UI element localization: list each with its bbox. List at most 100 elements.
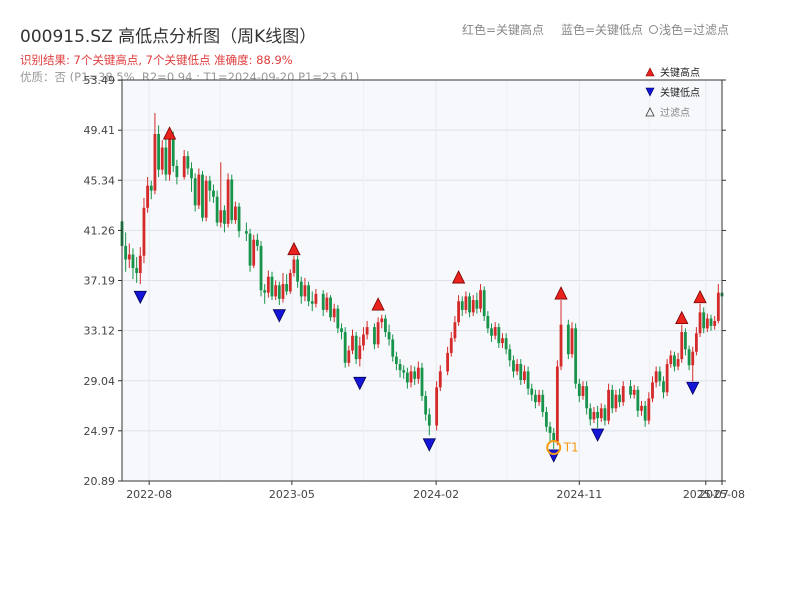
candle-body xyxy=(274,285,278,297)
candle-body xyxy=(457,301,460,323)
candle-body xyxy=(329,297,332,318)
candle-body xyxy=(475,300,479,309)
key-high-marker xyxy=(451,270,466,284)
candle xyxy=(391,334,395,362)
candle xyxy=(438,365,442,392)
candle xyxy=(449,332,453,357)
candle xyxy=(629,380,632,399)
candle-body xyxy=(351,335,354,351)
candle-body xyxy=(142,207,146,256)
candle-body xyxy=(570,328,574,355)
key-low-marker xyxy=(353,376,367,391)
candle-body xyxy=(640,405,643,411)
candle xyxy=(310,291,314,312)
candle xyxy=(673,351,676,372)
candle xyxy=(127,243,131,269)
legend-high-icon xyxy=(645,67,655,77)
candle-body xyxy=(168,136,171,175)
candle-body xyxy=(285,284,289,292)
candle-body xyxy=(336,308,340,329)
candle-body xyxy=(296,259,300,282)
candle xyxy=(405,367,409,389)
candle xyxy=(402,365,406,379)
candle xyxy=(544,407,548,432)
candle-body xyxy=(636,389,640,411)
key-high-marker xyxy=(554,286,568,300)
y-tick-label: 45.34 xyxy=(84,174,116,187)
candle-body xyxy=(643,405,647,421)
candle xyxy=(566,319,570,360)
candle xyxy=(592,407,596,424)
candle xyxy=(464,291,468,314)
candle-body xyxy=(537,394,541,403)
candle xyxy=(621,381,625,406)
candle-body xyxy=(230,179,234,221)
candle xyxy=(281,272,285,303)
candle xyxy=(201,170,204,222)
candle xyxy=(618,388,621,408)
candle xyxy=(292,255,296,277)
candle-body xyxy=(544,411,548,427)
candle-body xyxy=(618,394,621,403)
candle xyxy=(643,400,647,427)
y-tick-label: 41.26 xyxy=(84,224,116,237)
candle xyxy=(277,281,281,305)
candle-body xyxy=(541,394,545,412)
candle-body xyxy=(559,324,563,367)
candle-body xyxy=(449,338,453,353)
candle xyxy=(182,149,186,180)
candle xyxy=(124,232,128,272)
candle xyxy=(384,314,387,337)
candle-body xyxy=(307,285,310,302)
candle-body xyxy=(153,133,157,191)
candle xyxy=(142,197,146,264)
candle xyxy=(534,389,537,409)
x-tick-label: 2023-05 xyxy=(269,488,315,501)
candle-body xyxy=(157,133,160,170)
candle-body xyxy=(171,136,175,166)
candle-body xyxy=(292,259,296,273)
candle-body xyxy=(197,174,201,206)
candle xyxy=(303,277,307,302)
candle-body xyxy=(698,312,702,334)
candle xyxy=(530,383,534,401)
candle-body xyxy=(691,351,695,366)
candle-body xyxy=(555,366,559,442)
candle xyxy=(504,333,508,355)
candle xyxy=(164,136,168,181)
candle-body xyxy=(244,231,248,234)
candle-body xyxy=(512,360,515,372)
key-high-marker xyxy=(287,241,301,256)
candle xyxy=(413,366,417,385)
candle xyxy=(665,359,669,397)
x-tick-label: 2025-08 xyxy=(699,488,745,501)
candle xyxy=(687,345,691,371)
candle-body xyxy=(534,394,537,403)
candle-body xyxy=(684,332,687,350)
candle-body xyxy=(420,367,424,397)
candle-body xyxy=(577,383,581,397)
key-high-marker xyxy=(162,126,177,140)
candle xyxy=(252,234,256,269)
candle-body xyxy=(175,165,179,178)
legend-label: 过滤点 xyxy=(660,106,690,119)
x-tick-label: 2025-07 xyxy=(683,488,729,501)
candle xyxy=(709,314,713,331)
candle xyxy=(204,175,208,222)
candle xyxy=(552,427,556,449)
candle-body xyxy=(585,386,589,409)
candle xyxy=(219,162,223,228)
candle xyxy=(716,284,720,324)
candle-body xyxy=(424,396,428,415)
candle-body xyxy=(508,349,512,361)
y-tick-label: 29.04 xyxy=(84,375,116,388)
candle-body xyxy=(226,179,230,224)
candle-body xyxy=(632,389,636,395)
candle xyxy=(138,247,142,285)
candle-body xyxy=(343,332,347,363)
candle-body xyxy=(398,364,402,371)
key-low-marker xyxy=(133,290,147,305)
candle-body xyxy=(259,245,263,291)
candle xyxy=(244,222,248,242)
candle-body xyxy=(149,185,153,191)
